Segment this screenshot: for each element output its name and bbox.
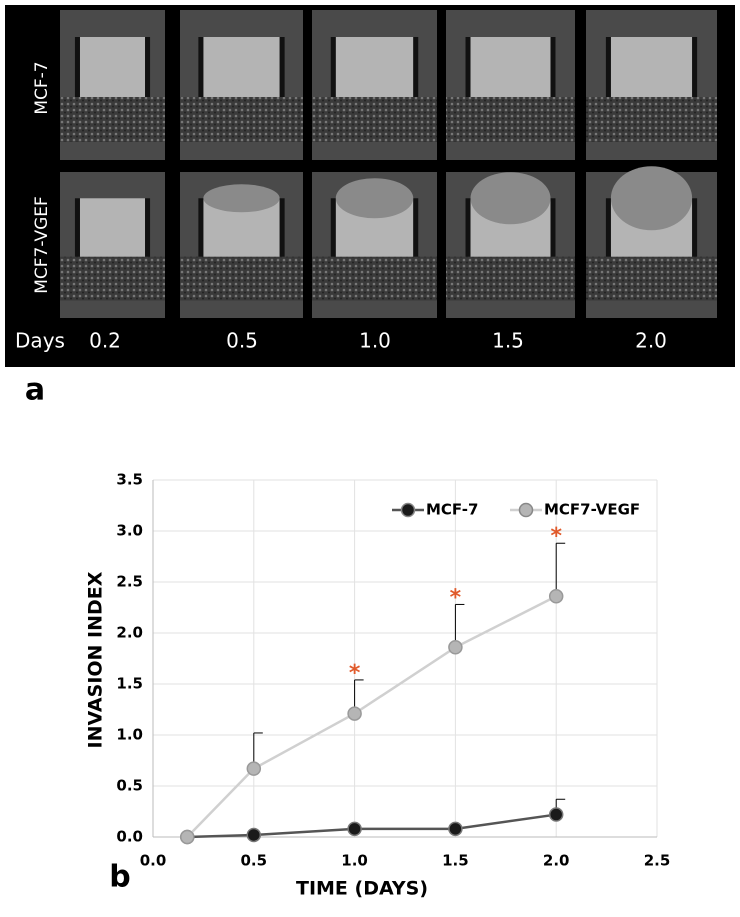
image-texture [60,256,165,301]
x-tick-label: 2.0 [543,852,570,870]
x-tick-label: 2.5 [644,852,671,870]
image-grid [60,10,717,318]
data-point [246,827,262,843]
y-tick-label: 2.5 [116,573,143,591]
image-wall [692,198,698,257]
y-tick-label: 3.0 [116,522,143,540]
row-label: MCF-7 [32,61,52,114]
image-wall [74,198,80,257]
invasion-front [335,178,414,219]
image-texture [586,97,717,142]
image-texture [446,97,575,142]
y-tick-label: 0.5 [116,777,143,795]
image-wall [279,37,285,97]
chart: 0.0 0.5 1.0 1.5 2.0 2.5 3.0 3.5 0.0 0.5 1.0 1.5 2.0 2… [116,471,670,870]
y-tick-label: 1.5 [116,675,143,693]
data-point [246,761,262,776]
y-tick-label: 1.0 [116,726,143,744]
image-texture [180,256,303,301]
image-well [610,37,693,97]
invasion-front [610,166,693,231]
y-tick-label: 0.0 [116,828,143,846]
x-tick-label: 1.0 [341,852,368,870]
x-axis-title: TIME (DAYS) [296,878,428,900]
day-label: 1.5 [492,329,524,353]
day-label: 0.5 [226,329,258,353]
image-well [335,37,414,97]
image-wall [279,198,285,257]
image-wall [198,198,204,257]
image-well [470,37,551,97]
data-point [347,706,362,721]
image-wall [692,37,698,97]
days-label: Days [15,329,65,353]
legend-marker [518,502,534,518]
data-point [448,821,463,837]
data-point [180,829,195,845]
image-wall [330,198,336,257]
legend-marker [400,502,416,518]
image-wall [74,37,80,97]
image-wall [145,198,151,257]
image-texture [586,256,717,301]
row-label: MCF7-VGEF [32,196,52,294]
panel-label: a [25,373,45,408]
data-point [448,640,463,655]
series-line [186,595,557,838]
significance-mark: * [450,585,462,610]
significance-mark: * [349,661,361,686]
legend-label: MCF7-VEGF [544,501,640,519]
image-wall [465,198,471,257]
y-tick-label: 3.5 [116,471,143,489]
image-wall [465,37,471,97]
y-axis-title: INVASION INDEX [85,571,107,748]
image-wall [605,37,611,97]
image-well [79,198,146,257]
x-tick-label: 0.0 [140,852,167,870]
image-wall [550,198,556,257]
image-wall [605,198,611,257]
day-label: 0.2 [89,329,121,353]
image-texture [180,97,303,142]
y-tick-label: 2.0 [116,624,143,642]
image-texture [312,256,437,301]
image-wall [550,37,556,97]
image-wall [413,198,419,257]
day-label: 2.0 [635,329,667,353]
invasion-front [470,172,551,225]
image-texture [446,256,575,301]
significance-mark: * [550,524,562,549]
panel-label: b [109,860,130,895]
data-point [548,807,564,822]
x-tick-label: 1.5 [442,852,469,870]
image-texture [60,97,165,142]
legend-label: MCF-7 [426,501,478,519]
image-well [203,37,280,97]
x-tick-label: 0.5 [241,852,268,870]
day-label: 1.0 [359,329,391,353]
image-well [79,37,146,97]
data-point [347,821,362,837]
image-wall [198,37,204,97]
data-point [548,589,564,604]
image-texture [312,97,437,142]
image-wall [413,37,419,97]
image-wall [330,37,336,97]
series-line [187,813,557,839]
invasion-front [203,184,280,213]
image-wall [145,37,151,97]
